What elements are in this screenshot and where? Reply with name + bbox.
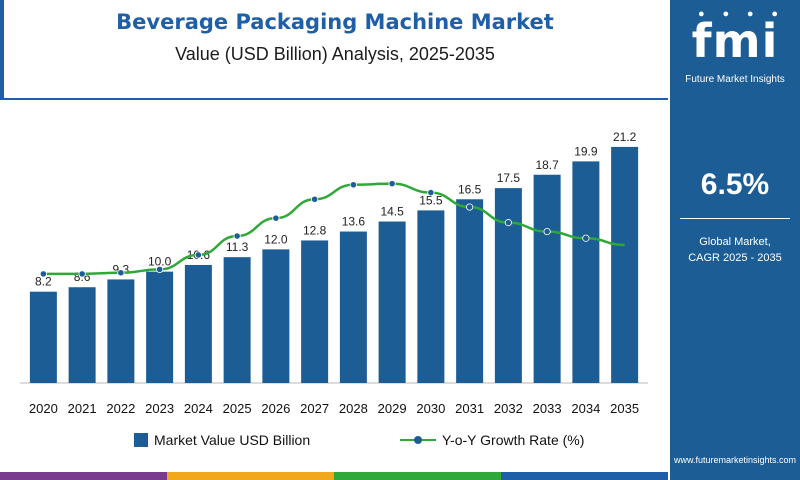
- cagr-label-line1: Global Market,: [699, 236, 771, 248]
- bar-2021: [68, 287, 96, 383]
- bar-value-label: 21.2: [613, 130, 637, 144]
- x-tick-label: 2030: [416, 401, 445, 416]
- legend-item-line: Y-o-Y Growth Rate (%): [400, 432, 584, 448]
- strip-segment: [167, 472, 334, 480]
- growth-point-2021: [78, 270, 86, 278]
- bar-2031: [456, 199, 484, 383]
- bar-value-label: 12.8: [303, 223, 327, 237]
- x-tick-label: 2035: [610, 401, 639, 416]
- bar-value-label: 12.0: [264, 232, 288, 246]
- bar-2026: [262, 249, 290, 383]
- bar-2033: [533, 174, 561, 383]
- chart-legend: Market Value USD Billion Y-o-Y Growth Ra…: [0, 428, 668, 458]
- growth-point-2022: [117, 269, 125, 277]
- bar-value-label: 15.5: [419, 193, 443, 207]
- bar-2024: [184, 264, 212, 383]
- x-tick-label: 2021: [68, 401, 97, 416]
- bar-2023: [146, 271, 174, 383]
- bar-value-label: 16.5: [458, 182, 482, 196]
- x-tick-label: 2028: [339, 401, 368, 416]
- website-link[interactable]: www.futuremarketinsights.com: [673, 455, 797, 465]
- growth-rate-line: [43, 182, 625, 276]
- sidebar-panel: ● ● ● ● fmi Future Market Insights 6.5% Glo…: [670, 0, 800, 480]
- bar-value-label: 17.5: [497, 171, 521, 185]
- cagr-value: 6.5%: [700, 168, 770, 201]
- growth-point-2033: [543, 227, 551, 236]
- growth-point-2024: [194, 251, 202, 259]
- x-tick-label: 2033: [533, 401, 562, 416]
- bar-2025: [223, 257, 251, 383]
- company-logo: fmi: [691, 14, 779, 68]
- bar-value-label: 14.5: [380, 205, 404, 219]
- legend-line-label: Y-o-Y Growth Rate (%): [442, 432, 585, 448]
- company-name: Future Market Insights: [685, 74, 785, 85]
- bar-2032: [494, 188, 522, 383]
- x-tick-label: 2026: [261, 401, 290, 416]
- legend-item-bars: Market Value USD Billion: [134, 432, 310, 448]
- strip-segment: [0, 472, 167, 480]
- strip-segment: [501, 472, 668, 480]
- x-tick-label: 2022: [106, 401, 135, 416]
- strip-segment: [334, 472, 501, 480]
- page-title: Beverage Packaging Machine Market: [116, 10, 554, 34]
- x-tick-label: 2027: [300, 401, 329, 416]
- growth-point-2025: [233, 232, 241, 240]
- bar-value-label: 13.6: [342, 215, 366, 229]
- growth-point-2026: [272, 214, 280, 222]
- x-tick-label: 2025: [223, 401, 252, 416]
- growth-point-2023: [156, 265, 164, 274]
- accent-bar: [0, 0, 4, 100]
- x-tick-label: 2024: [184, 401, 213, 416]
- growth-point-2027: [311, 195, 319, 203]
- bar-value-label: 18.7: [535, 158, 559, 172]
- growth-point-2032: [504, 219, 512, 227]
- growth-point-2020: [39, 270, 47, 278]
- sidebar-divider: [680, 218, 790, 219]
- logo-people-icon: ● ● ● ●: [698, 8, 778, 20]
- market-chart: 8.220208.620219.3202210.0202310.6202411.…: [20, 130, 648, 416]
- legend-bar-label: Market Value USD Billion: [154, 432, 311, 448]
- line-swatch-icon: [400, 433, 436, 447]
- growth-point-2031: [466, 203, 474, 211]
- bar-2029: [378, 221, 406, 383]
- bar-2030: [417, 210, 445, 383]
- bar-value-label: 8.2: [35, 275, 52, 289]
- growth-point-2030: [427, 188, 435, 197]
- bar-value-label: 10.0: [148, 255, 172, 269]
- bar-2034: [572, 161, 600, 383]
- growth-point-2029: [388, 180, 396, 188]
- cagr-label-line2: CAGR 2025 - 2035: [688, 252, 782, 264]
- x-tick-label: 2031: [455, 401, 484, 416]
- bar-2020: [29, 291, 57, 383]
- x-tick-label: 2034: [571, 401, 600, 416]
- growth-point-2034: [582, 234, 590, 242]
- bar-swatch-icon: [134, 433, 148, 447]
- x-tick-label: 2032: [494, 401, 523, 416]
- bar-value-label: 11.3: [226, 240, 249, 254]
- cagr-label: Global Market, CAGR 2025 - 2035: [670, 234, 800, 266]
- bar-2035: [611, 146, 639, 383]
- color-strip: [0, 472, 668, 480]
- growth-point-2028: [349, 181, 357, 189]
- bar-2028: [339, 231, 367, 383]
- bar-2027: [301, 240, 329, 383]
- bar-value-label: 19.9: [574, 144, 598, 158]
- header-divider: [0, 98, 668, 100]
- page-subtitle: Value (USD Billion) Analysis, 2025-2035: [175, 44, 495, 64]
- x-tick-label: 2020: [29, 401, 58, 416]
- x-tick-label: 2023: [145, 401, 174, 416]
- x-tick-label: 2029: [378, 401, 407, 416]
- bar-2022: [107, 279, 135, 383]
